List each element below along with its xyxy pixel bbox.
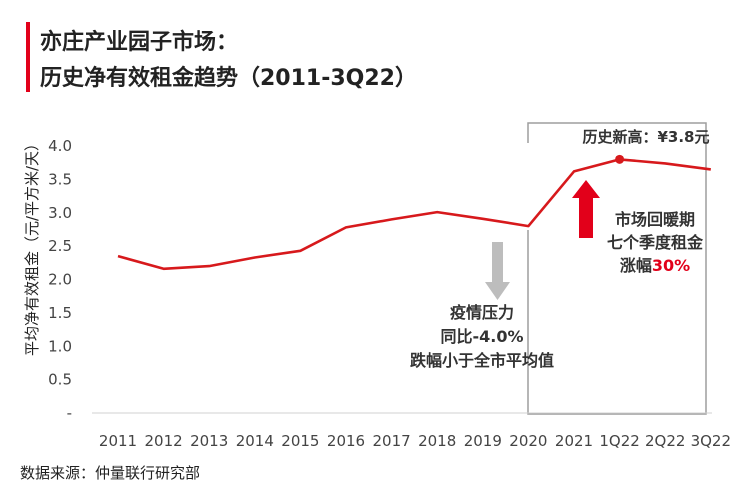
x-tick-label: 3Q22: [691, 432, 731, 450]
chart-title-line-1: 亦庄产业园子市场：: [40, 30, 239, 55]
title-accent-bar: [26, 22, 30, 92]
rise-annotation-line: 市场回暖期: [615, 210, 695, 229]
y-axis-title: 平均净有效租金（元/平方米/天）: [23, 136, 41, 356]
x-tick-label: 2020: [509, 432, 547, 450]
y-tick-label: 1.0: [48, 337, 72, 355]
up-arrow-icon: [572, 180, 600, 238]
rise-annotation-line: 七个季度租金: [607, 233, 704, 252]
x-tick-label: 2013: [190, 432, 228, 450]
drop-annotation-line: 疫情压力: [450, 303, 514, 322]
y-tick-label: 3.0: [48, 204, 72, 222]
x-tick-label: 2014: [236, 432, 274, 450]
data-source-note: 数据来源：仲量联行研究部: [20, 464, 201, 482]
y-tick-label: 2.0: [48, 271, 72, 289]
x-tick-label: 1Q22: [599, 432, 639, 450]
x-tick-label: 2019: [464, 432, 502, 450]
drop-annotation-line: 同比-4.0%: [440, 327, 523, 346]
rent-series-line: [117, 158, 711, 271]
chart-title-line-2: 历史净有效租金趋势（2011-3Q22）: [40, 66, 417, 91]
y-tick-label: 3.5: [48, 170, 72, 188]
rise-annotation-percent: 30%: [652, 256, 690, 275]
y-tick-label: 4.0: [48, 137, 72, 155]
y-tick-label: 1.5: [48, 304, 72, 322]
rise-annotation-line: 涨幅30%: [620, 256, 690, 275]
x-tick-label: 2012: [145, 432, 183, 450]
x-tick-label: 2016: [327, 432, 365, 450]
x-tick-label: 2015: [281, 432, 319, 450]
x-tick-label: 2011: [99, 432, 137, 450]
x-tick-label: 2017: [373, 432, 411, 450]
rise-annotation-prefix: 涨幅: [620, 256, 652, 275]
peak-point: [615, 154, 625, 164]
x-tick-label: 2Q22: [645, 432, 685, 450]
peak-label: 历史新高：¥3.8元: [582, 128, 709, 146]
drop-annotation-line: 跌幅小于全市平均值: [410, 351, 554, 370]
y-tick-label: -: [67, 404, 72, 422]
down-arrow-icon: [485, 242, 510, 300]
x-tick-label: 2021: [555, 432, 593, 450]
highlight-box: [527, 122, 707, 415]
y-tick-label: 2.5: [48, 237, 72, 255]
y-tick-label: 0.5: [48, 371, 72, 389]
x-tick-label: 2018: [418, 432, 456, 450]
